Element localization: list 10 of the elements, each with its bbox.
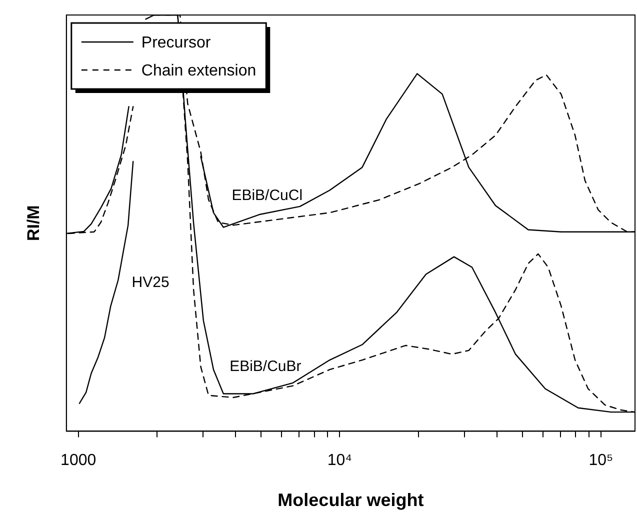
x-axis-title: Molecular weight: [278, 490, 424, 510]
annotation: EBiB/CuCl: [232, 187, 303, 204]
annotation: EBiB/CuBr: [230, 358, 302, 375]
x-tick-label: 1000: [60, 452, 96, 470]
annotation: HV25: [132, 274, 170, 292]
x-tick-label: 10⁴: [327, 452, 352, 470]
legend-label: Precursor: [141, 34, 212, 52]
x-tick-label: 10⁵: [588, 452, 614, 470]
y-axis-title: RI/M: [24, 205, 43, 242]
legend-label: Chain extension: [141, 62, 256, 80]
